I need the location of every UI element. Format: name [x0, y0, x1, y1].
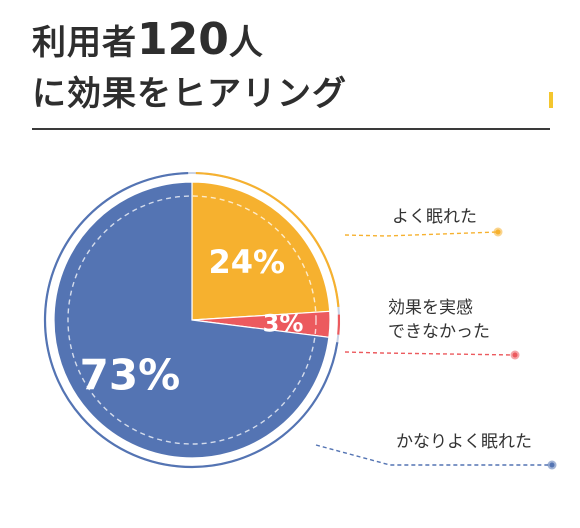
callout-label: よく眠れた	[392, 207, 477, 227]
callout-dot	[549, 462, 555, 468]
title-suffix: 人	[228, 23, 264, 63]
percent-label: 3%	[263, 309, 304, 337]
callout-dot	[495, 229, 501, 235]
callout-line	[344, 231, 499, 237]
callout-label: できなかった	[388, 322, 490, 342]
callout-label: 効果を実感	[388, 298, 473, 318]
slice-outer-arc	[43, 171, 339, 469]
outer-arcs	[43, 171, 341, 469]
accent-bar	[549, 92, 553, 108]
callout-dot	[512, 352, 518, 358]
percent-labels: 24% 3% 73%	[80, 243, 304, 400]
title-count: 120	[137, 14, 229, 65]
inner-dashed-ring	[67, 195, 317, 445]
page-title-line1: 利用者120人	[32, 14, 264, 65]
pie-slice	[191, 181, 331, 321]
callout-label: かなりよく眠れた	[396, 432, 532, 452]
percent-label: 24%	[208, 243, 285, 281]
pie-slice	[53, 181, 330, 459]
callout-line	[344, 351, 516, 356]
pie-slices	[53, 181, 331, 459]
callout-line	[315, 444, 552, 466]
title-prefix: 利用者	[32, 23, 137, 63]
page-title-line2: に効果をヒアリング	[32, 74, 347, 114]
title-divider	[32, 128, 550, 130]
slice-outer-arc	[195, 171, 340, 308]
slice-outer-arc	[337, 314, 341, 335]
percent-label: 73%	[80, 350, 181, 399]
